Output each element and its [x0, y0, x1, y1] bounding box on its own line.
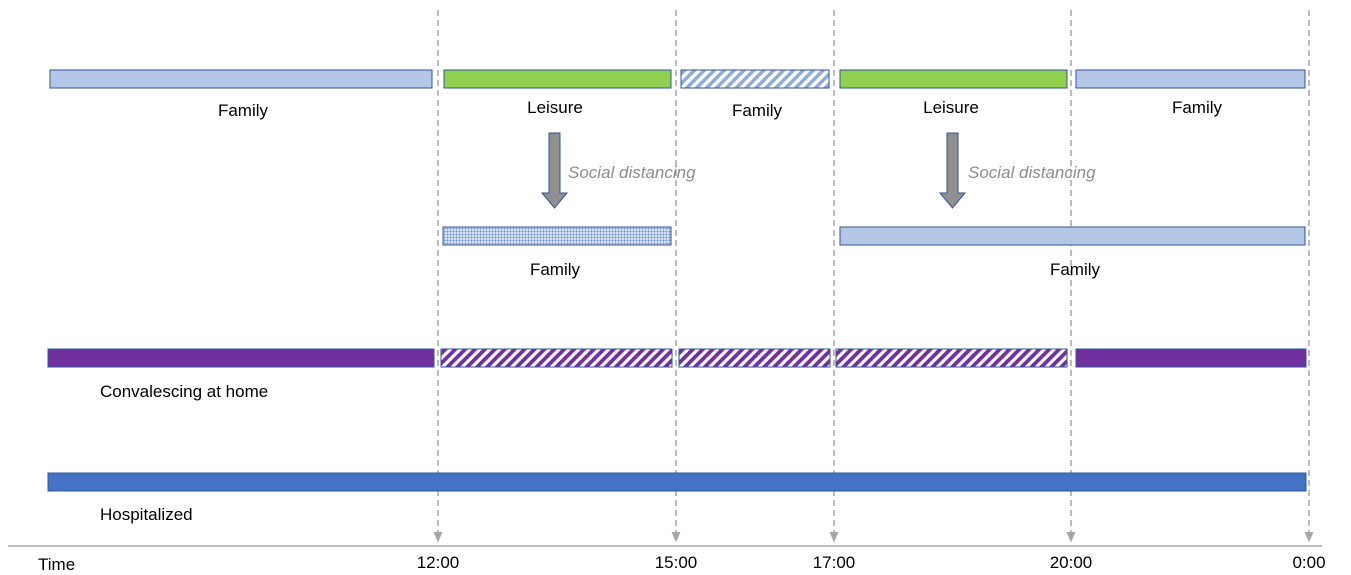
convalescing-hatched-3	[835, 348, 1068, 368]
time-axis-label: Time	[38, 555, 75, 574]
tick-label-20: 20:00	[1050, 553, 1093, 572]
convalescing-label: Convalescing at home	[100, 382, 268, 401]
convalescing-hatched-2	[678, 348, 831, 368]
time-guide-lines	[433, 10, 1314, 543]
family-bar-distanced	[839, 226, 1306, 246]
family-label-1: Family	[218, 101, 269, 120]
social-distancing-note-2: Social distancing	[968, 163, 1096, 182]
hospitalized-row: Hospitalized	[47, 472, 1307, 524]
convalescing-row: Convalescing at home	[47, 348, 1307, 401]
family-label-distanced-1: Family	[530, 260, 581, 279]
tick-label-24: 0:00	[1292, 553, 1325, 572]
family-bar-2	[1075, 69, 1306, 89]
leisure-bar-1	[443, 69, 672, 89]
down-arrow-icon	[540, 132, 569, 209]
normal-day-row: Family Leisure Family Leisure Family	[49, 69, 1306, 120]
leisure-label-1: Leisure	[527, 98, 583, 117]
tick-label-17: 17:00	[813, 553, 856, 572]
convalescing-bar-1	[47, 348, 435, 368]
social-distancing-row: Family Family	[442, 226, 1306, 279]
tick-label-15: 15:00	[655, 553, 698, 572]
family-grid-bar	[442, 226, 672, 246]
leisure-bar-2	[839, 69, 1068, 89]
down-arrow-icon	[938, 132, 967, 209]
tick-label-12: 12:00	[417, 553, 460, 572]
social-distancing-arrow-1: Social distancing	[540, 132, 696, 209]
hospitalized-bar	[47, 472, 1307, 492]
time-axis: Time 12:00 15:00 17:00 20:00 0:00	[8, 545, 1326, 574]
convalescing-hatched-1	[440, 348, 673, 368]
family-label-2: Family	[732, 101, 783, 120]
family-label-3: Family	[1172, 98, 1223, 117]
family-hatched-bar	[680, 69, 830, 89]
family-label-distanced-2: Family	[1050, 260, 1101, 279]
social-distancing-arrow-2: Social distancing	[938, 132, 1096, 209]
hospitalized-label: Hospitalized	[100, 505, 193, 524]
convalescing-bar-2	[1075, 348, 1307, 368]
leisure-label-2: Leisure	[923, 98, 979, 117]
social-distancing-note-1: Social distancing	[568, 163, 696, 182]
family-bar-1	[49, 69, 433, 89]
